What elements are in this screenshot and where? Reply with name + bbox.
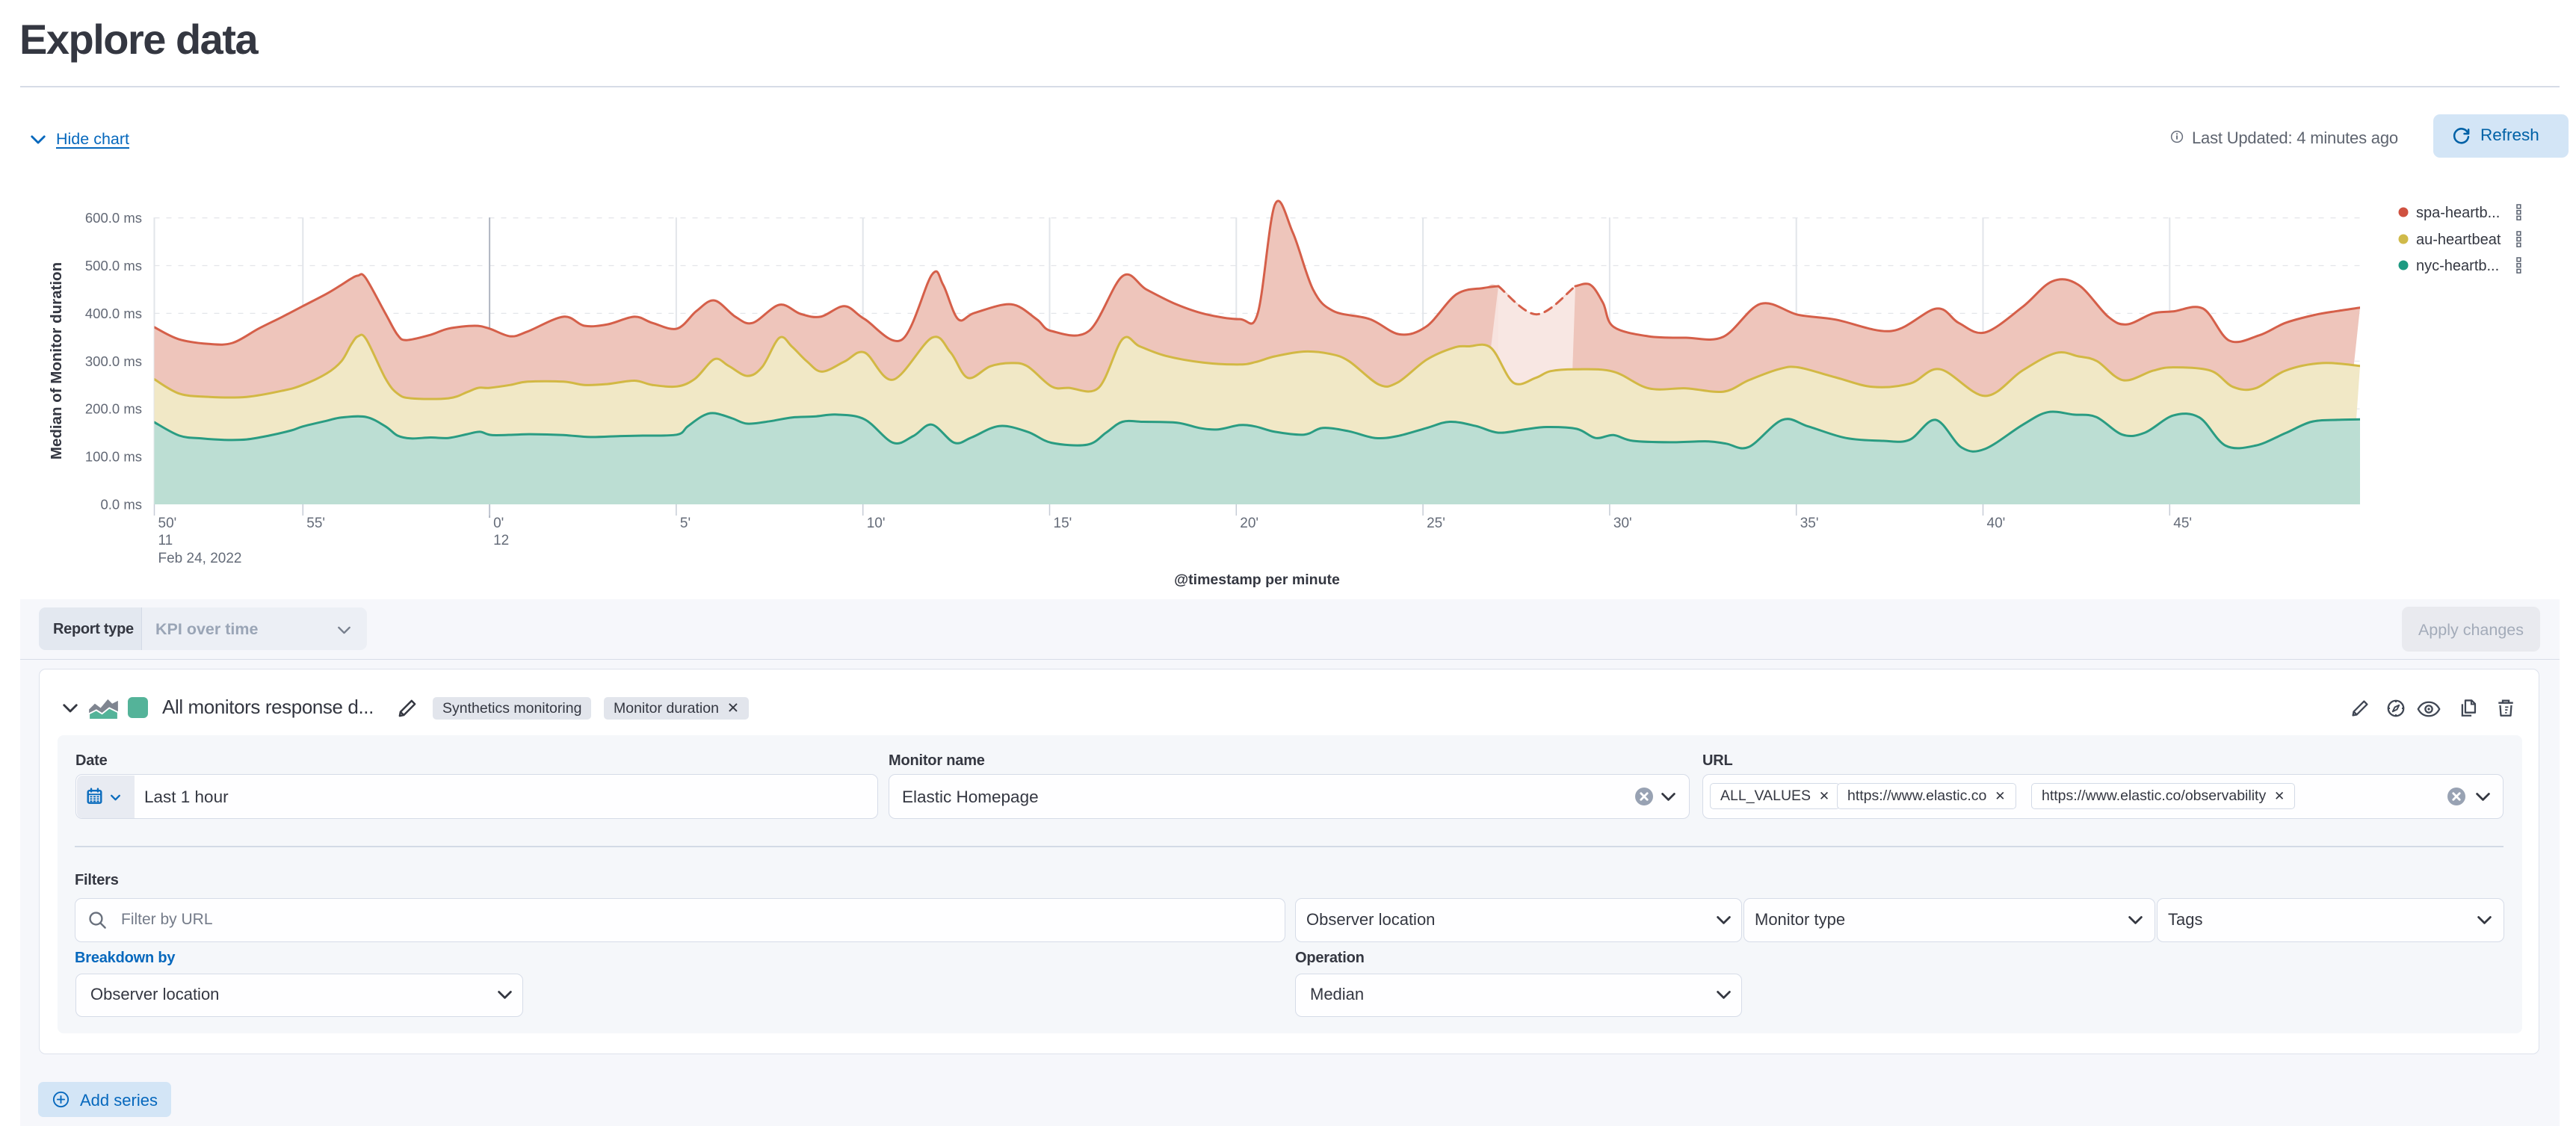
- svg-text:5': 5': [680, 516, 691, 531]
- svg-text:200.0 ms: 200.0 ms: [85, 401, 142, 417]
- svg-text:30': 30': [1613, 516, 1632, 531]
- svg-text:0.0 ms: 0.0 ms: [100, 497, 142, 513]
- svg-text:500.0 ms: 500.0 ms: [85, 258, 142, 273]
- svg-text:Feb 24, 2022: Feb 24, 2022: [158, 551, 242, 566]
- svg-text:@timestamp per minute: @timestamp per minute: [1174, 572, 1340, 588]
- svg-text:spa-heartb...: spa-heartb...: [2416, 205, 2500, 221]
- svg-text:45': 45': [2173, 516, 2192, 531]
- svg-text:100.0 ms: 100.0 ms: [85, 449, 142, 465]
- svg-text:35': 35': [1800, 516, 1819, 531]
- svg-text:600.0 ms: 600.0 ms: [85, 210, 142, 226]
- svg-text:40': 40': [1987, 516, 2006, 531]
- svg-text:300.0 ms: 300.0 ms: [85, 353, 142, 369]
- svg-text:50': 50': [158, 516, 177, 531]
- svg-text:au-heartbeat: au-heartbeat: [2416, 232, 2501, 248]
- svg-text:nyc-heartb...: nyc-heartb...: [2416, 258, 2499, 274]
- svg-text:10': 10': [867, 516, 886, 531]
- svg-text:11: 11: [158, 533, 173, 548]
- svg-text:0': 0': [493, 516, 504, 531]
- svg-text:55': 55': [306, 516, 325, 531]
- svg-text:15': 15': [1054, 516, 1072, 531]
- svg-text:20': 20': [1240, 516, 1258, 531]
- svg-text:400.0 ms: 400.0 ms: [85, 306, 142, 321]
- svg-text:25': 25': [1427, 516, 1445, 531]
- svg-text:Median of Monitor duration: Median of Monitor duration: [48, 262, 65, 460]
- svg-text:12: 12: [493, 533, 509, 548]
